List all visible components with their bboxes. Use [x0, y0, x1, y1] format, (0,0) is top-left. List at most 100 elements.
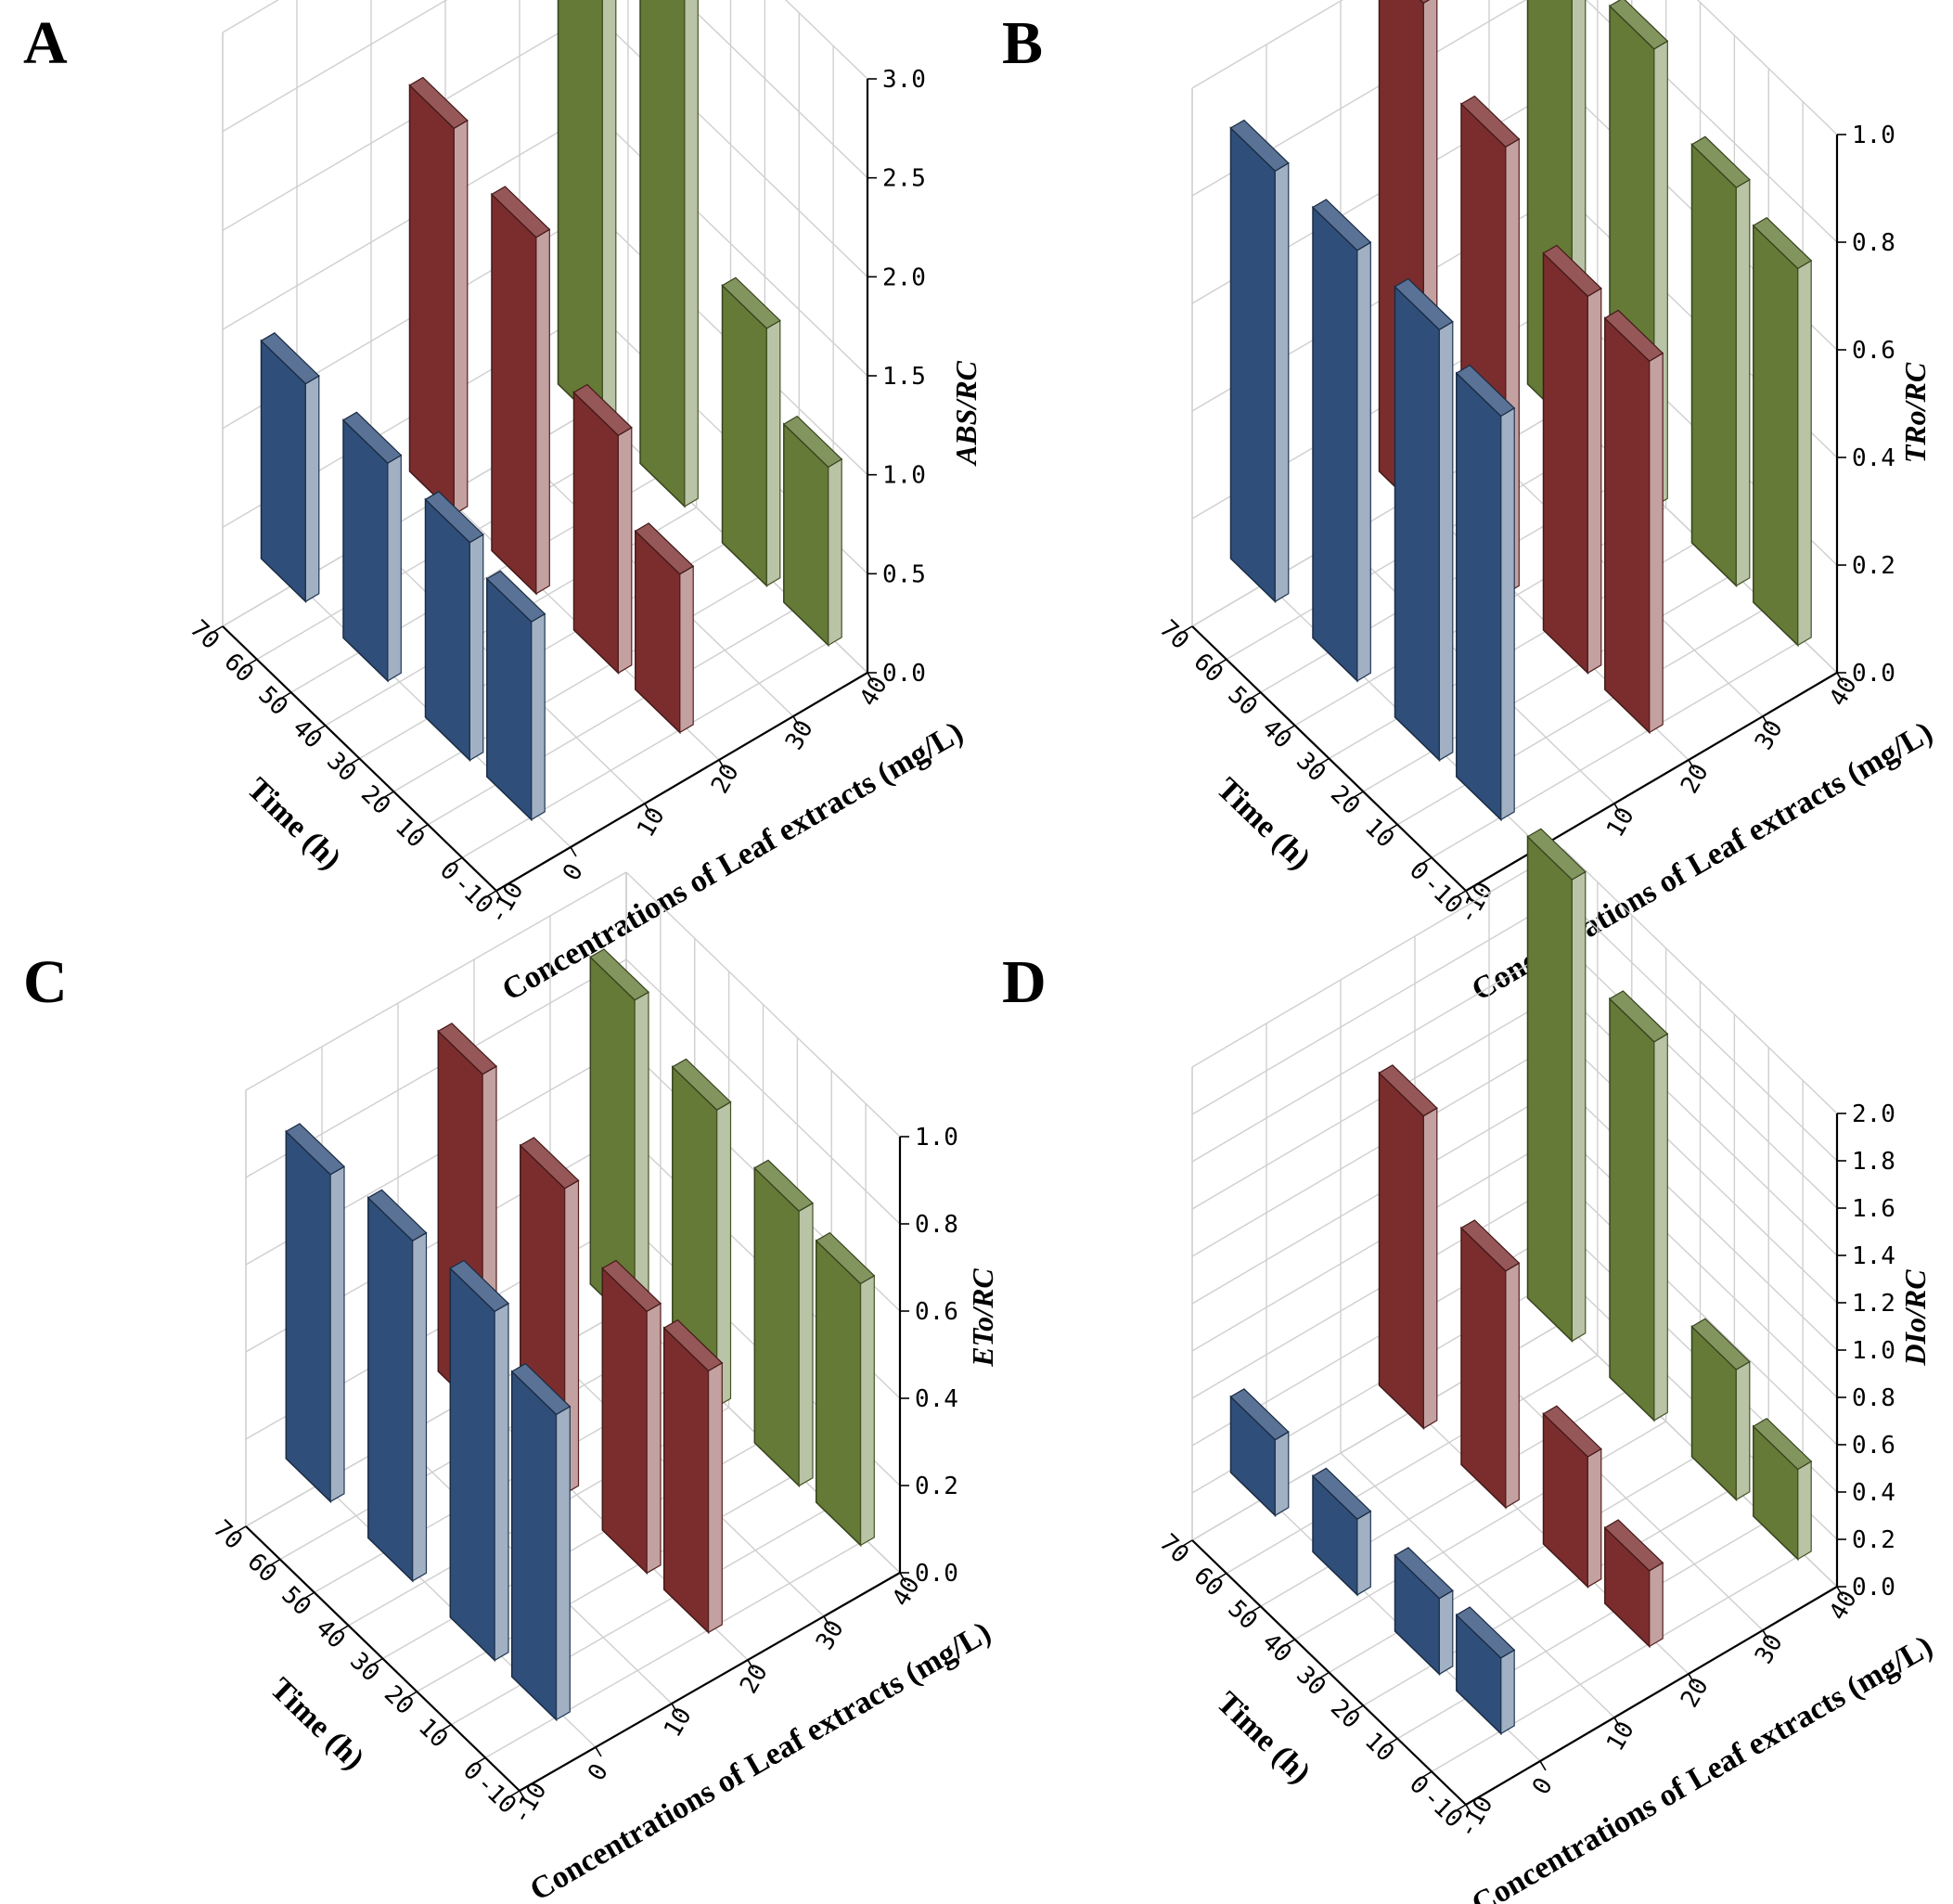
bar — [449, 1259, 509, 1663]
bar-top — [1690, 135, 1751, 188]
bar-side — [1438, 320, 1454, 762]
bar-side — [1649, 352, 1664, 734]
z-tick-label: 0.0 — [915, 1560, 958, 1588]
bar — [1542, 1405, 1602, 1589]
bar-side — [798, 1202, 814, 1487]
bar-top — [1229, 119, 1290, 173]
bar — [1229, 1388, 1290, 1518]
bar-side — [1797, 259, 1812, 647]
bar-side — [387, 454, 402, 682]
bar — [1526, 828, 1587, 1344]
bar-front — [639, 0, 686, 508]
bar — [639, 0, 699, 508]
z-tick-label: 1.0 — [882, 462, 926, 490]
bar-top — [1690, 1318, 1751, 1370]
bar-side — [531, 612, 546, 821]
bar-front — [601, 1267, 648, 1576]
z-tick-label: 0.8 — [915, 1211, 958, 1239]
z-tick-label: 1.0 — [915, 1124, 958, 1151]
bar — [815, 1231, 876, 1548]
bar-front — [449, 1267, 495, 1663]
bar — [1378, 1064, 1438, 1431]
bar — [366, 1189, 428, 1583]
z-tick-label: 0.4 — [915, 1385, 958, 1413]
bar-top — [782, 415, 843, 469]
panel-letter: B — [1002, 9, 1043, 77]
bar — [1229, 119, 1290, 604]
bar-side — [1797, 1460, 1812, 1561]
z-tick-label: 1.2 — [1852, 1290, 1895, 1318]
bar-side — [859, 1274, 875, 1547]
bar-top — [342, 411, 403, 464]
bar — [1690, 135, 1751, 588]
bar — [782, 415, 843, 648]
bar-front — [1604, 316, 1651, 735]
bar-top — [519, 1137, 580, 1190]
bar-front — [1542, 251, 1589, 675]
panel-letter: C — [23, 948, 68, 1016]
bar-top — [1526, 828, 1587, 881]
bar-front — [285, 1129, 331, 1504]
bar-front — [1312, 205, 1358, 683]
z-tick-label: 0.2 — [1852, 1526, 1895, 1554]
bar — [285, 1123, 345, 1504]
bar-front — [753, 1166, 800, 1488]
bar-top — [601, 1259, 662, 1313]
bar-top — [1312, 199, 1372, 251]
z-tick-label: 0.4 — [1852, 444, 1895, 472]
bar — [572, 383, 633, 675]
bar-front — [721, 283, 768, 588]
bar-front — [815, 1239, 862, 1548]
bar — [662, 1319, 724, 1635]
bar-top — [1752, 216, 1813, 270]
bar-top — [1312, 1467, 1372, 1520]
bar-top — [721, 277, 781, 329]
bar-front — [1690, 142, 1738, 588]
bar-top — [671, 1058, 732, 1111]
bar — [510, 1362, 572, 1722]
bar — [491, 186, 551, 596]
z-tick-label: 0.4 — [1852, 1479, 1895, 1507]
bars — [285, 948, 876, 1722]
bar-front — [1456, 371, 1502, 822]
z-tick-label: 2.0 — [882, 264, 926, 291]
bar-front — [260, 339, 307, 604]
bar-side — [684, 0, 699, 508]
bar-front — [1753, 224, 1799, 648]
z-tick-label: 3.0 — [882, 66, 926, 94]
bar-top — [491, 186, 551, 238]
bar-front — [1378, 1071, 1425, 1431]
bar-top — [424, 491, 484, 544]
bar-side — [617, 426, 633, 675]
z-tick-label: 1.5 — [882, 363, 926, 391]
bar-top — [662, 1319, 724, 1372]
bar-side — [828, 457, 842, 647]
bar-top — [510, 1362, 572, 1416]
bar-side — [412, 1231, 428, 1582]
bar-side — [1735, 178, 1751, 587]
panel-letter: D — [1002, 948, 1047, 1016]
bar-top — [366, 1189, 428, 1241]
bar-top — [1394, 277, 1454, 331]
bar — [1690, 1318, 1751, 1502]
z-axis-label: ABS/RC — [949, 360, 983, 467]
bar-top — [285, 1123, 345, 1176]
bar-top — [1394, 1547, 1454, 1600]
z-tick-label: 0.0 — [1852, 660, 1895, 688]
bar-side — [1422, 1107, 1438, 1430]
bar-top — [1609, 990, 1669, 1043]
bar-side — [679, 565, 694, 734]
bar — [1542, 244, 1602, 675]
bar-front — [1526, 834, 1574, 1344]
bar-side — [1274, 161, 1290, 603]
bar — [260, 332, 320, 604]
bar-side — [453, 119, 469, 516]
bar-side — [1500, 1649, 1515, 1735]
bar-front — [510, 1370, 558, 1722]
bar — [753, 1159, 814, 1488]
bar-top — [1752, 1417, 1813, 1471]
z-tick-label: 2.0 — [1852, 1100, 1895, 1128]
bar-top — [572, 383, 633, 437]
bar-top — [1542, 1405, 1602, 1458]
bar — [721, 277, 781, 588]
